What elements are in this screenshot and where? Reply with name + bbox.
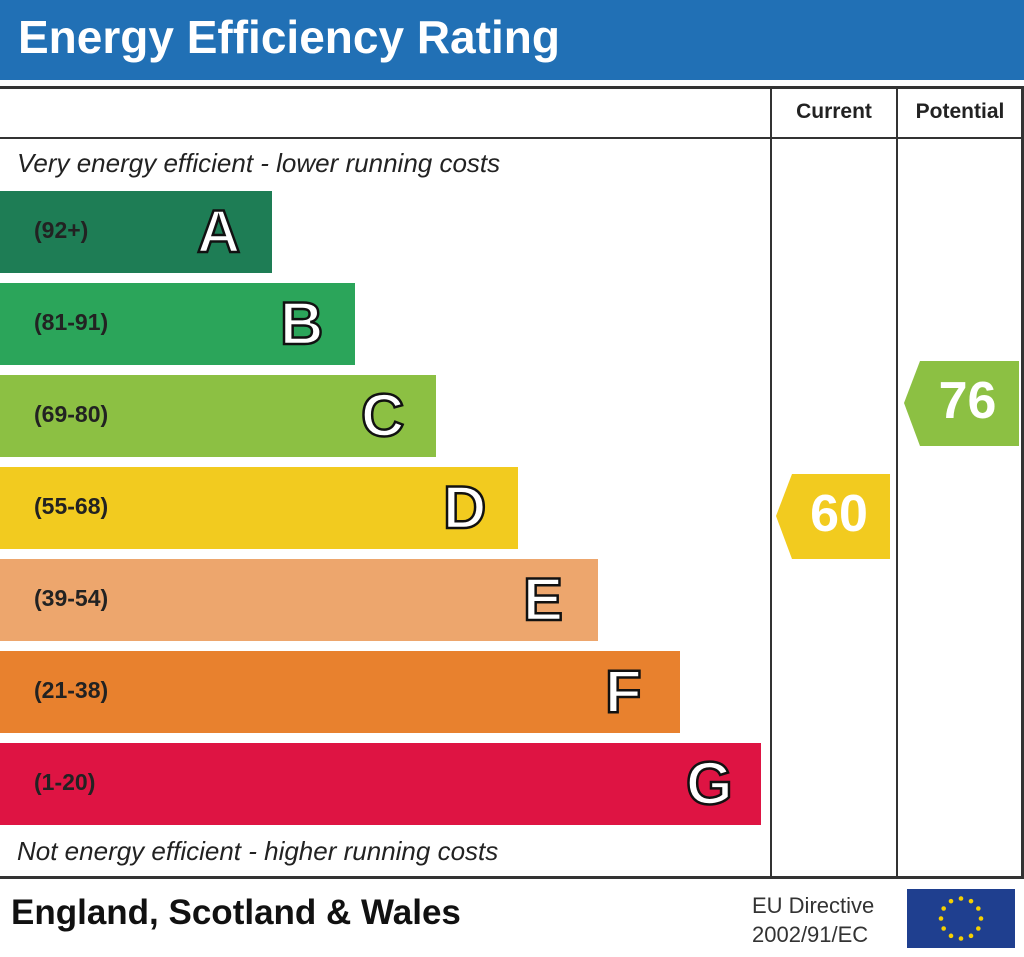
band-letter: C — [360, 381, 406, 451]
range-label: (92+) — [34, 217, 89, 243]
star-icon — [978, 916, 984, 921]
range-label: (55-68) — [34, 493, 109, 519]
bar-C: (69-80) C — [0, 375, 436, 457]
star-icon — [958, 896, 964, 901]
band-letter: F — [604, 657, 643, 727]
range-label: (21-38) — [34, 677, 109, 703]
directive-line2: 2002/91/EC — [752, 922, 869, 947]
star-icon — [948, 898, 954, 904]
footer-divider — [0, 876, 1024, 879]
star-icon — [976, 926, 981, 931]
directive-line1: EU Directive — [752, 893, 875, 918]
potential-column-line — [896, 87, 898, 877]
band-letter: B — [279, 289, 325, 359]
range-label: (81-91) — [34, 309, 109, 335]
bar-F: (21-38) F — [0, 651, 680, 733]
potential-arrow-shape — [904, 361, 1019, 446]
bar-D: (55-68) D — [0, 467, 518, 549]
band-letter: E — [522, 565, 565, 635]
star-icon — [968, 933, 974, 939]
range-label: (1-20) — [34, 769, 96, 795]
star-icon — [941, 926, 946, 931]
potential-column-header: Potential — [915, 100, 1005, 123]
eu-stars — [938, 896, 984, 941]
star-icon — [938, 916, 944, 921]
right-border — [1021, 87, 1024, 877]
current-arrow-shape — [776, 474, 890, 559]
range-label: (69-80) — [34, 401, 109, 427]
star-icon — [948, 933, 954, 939]
star-icon — [958, 936, 964, 941]
band-letter: D — [442, 473, 488, 543]
title-bar — [0, 0, 1024, 80]
bar-A: (92+) A — [0, 191, 272, 273]
current-column-line — [770, 87, 772, 877]
range-label: (39-54) — [34, 585, 109, 611]
star-icon — [976, 906, 981, 911]
band-letter: G — [685, 749, 734, 819]
region-label: England, Scotland & Wales — [11, 893, 461, 932]
header-divider — [0, 137, 1024, 139]
top-note: Very energy efficient - lower running co… — [17, 148, 501, 178]
eu-flag-icon — [907, 889, 1015, 948]
chart-title: Energy Efficiency Rating — [18, 11, 560, 63]
bar-B: (81-91) B — [0, 283, 355, 365]
current-rating-arrow: 60 — [776, 474, 890, 559]
potential-rating-value: 76 — [938, 372, 997, 430]
eu-directive: EU Directive 2002/91/EC — [752, 891, 874, 949]
frame-top-line — [0, 86, 1024, 89]
bar-G: (1-20) G — [0, 743, 761, 825]
star-icon — [968, 898, 974, 904]
potential-rating-arrow: 76 — [904, 361, 1019, 446]
bar-E: (39-54) E — [0, 559, 598, 641]
bottom-note: Not energy efficient - higher running co… — [17, 836, 499, 866]
current-rating-value: 60 — [810, 485, 868, 543]
band-letter: A — [196, 197, 242, 267]
current-column-header: Current — [796, 100, 872, 123]
star-icon — [941, 906, 946, 911]
